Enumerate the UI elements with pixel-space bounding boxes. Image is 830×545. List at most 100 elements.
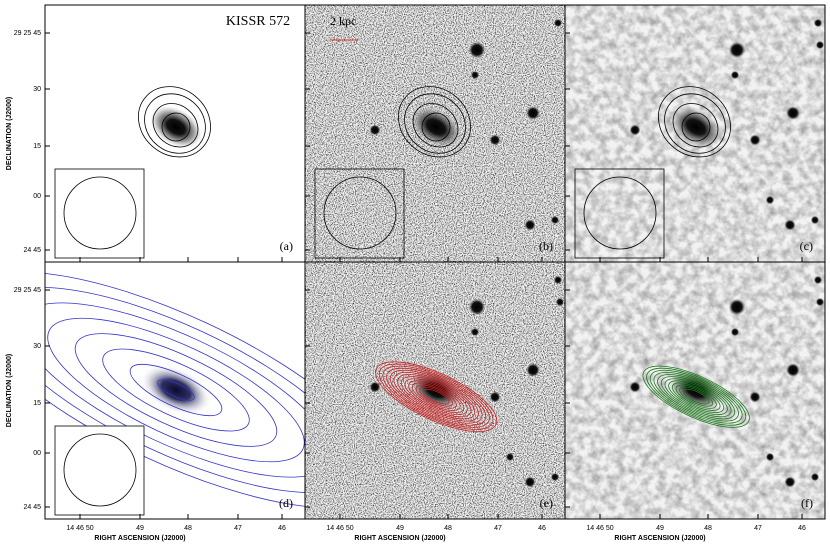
star	[810, 472, 820, 482]
beam-box	[314, 168, 405, 259]
beam-box	[574, 168, 665, 259]
contour	[404, 93, 466, 154]
contour	[422, 388, 450, 405]
star	[526, 106, 540, 120]
star	[786, 363, 800, 377]
star	[489, 391, 501, 403]
galaxy	[670, 106, 722, 148]
x-axis-label: RIGHT ASCENSION (J2000)	[354, 535, 445, 542]
contour	[664, 93, 726, 154]
contour	[129, 363, 223, 417]
x-tick-label: 48	[444, 525, 452, 532]
panel-frame	[564, 261, 826, 520]
contour	[679, 386, 714, 407]
panel-image	[45, 262, 305, 519]
star	[728, 41, 746, 59]
star	[524, 476, 536, 488]
star	[553, 275, 563, 285]
y-tick-label: 29 25 45	[14, 287, 41, 294]
contour	[660, 376, 732, 418]
contour	[400, 376, 472, 418]
contour	[682, 388, 710, 405]
x-tick-label: 48	[704, 525, 712, 532]
y-axis-label: DECLINATION (J2000)	[6, 354, 13, 427]
contour	[668, 380, 725, 413]
contour	[378, 363, 494, 430]
contour	[664, 378, 728, 416]
contour	[161, 112, 191, 142]
galaxy	[140, 364, 212, 416]
y-tick-label: 30	[33, 343, 41, 350]
x-tick-label: 14 46 50	[586, 525, 613, 532]
star	[553, 18, 563, 28]
star	[813, 275, 823, 285]
star	[524, 219, 536, 231]
beam	[323, 176, 397, 250]
star	[468, 41, 486, 59]
x-axis-label: RIGHT ASCENSION (J2000)	[94, 535, 185, 542]
x-tick-label: 14 46 50	[66, 525, 93, 532]
contour	[404, 378, 468, 416]
x-axis-label: RIGHT ASCENSION (J2000)	[614, 535, 705, 542]
x-tick-label: 48	[184, 525, 192, 532]
star	[369, 124, 381, 136]
panel-label: (b)	[539, 239, 553, 253]
star	[550, 215, 560, 225]
star	[629, 381, 641, 393]
contour	[646, 367, 747, 426]
contour	[386, 367, 487, 426]
panel-label: (e)	[540, 496, 553, 510]
panel-label: (a)	[280, 239, 293, 253]
star	[765, 452, 775, 462]
star	[555, 297, 565, 307]
beam	[63, 433, 137, 507]
panel-image	[305, 262, 565, 519]
beam	[63, 176, 137, 250]
star	[784, 476, 796, 488]
panel: (b)	[304, 4, 566, 263]
panel-label: (f)	[801, 496, 813, 510]
x-tick-label: 14 46 50	[326, 525, 353, 532]
contour	[412, 103, 459, 148]
contour	[415, 384, 457, 409]
star	[728, 298, 746, 316]
star	[813, 18, 823, 28]
contour	[45, 287, 305, 493]
panel-image	[565, 5, 825, 262]
contour	[382, 365, 490, 428]
contour	[642, 365, 750, 428]
x-tick-label: 46	[538, 525, 546, 532]
contour	[671, 382, 721, 411]
star	[505, 452, 515, 462]
contour	[398, 86, 471, 158]
contour	[421, 112, 451, 142]
y-tick-label: 24 45	[23, 247, 41, 254]
star	[815, 40, 825, 50]
scale-bar-label: 2 kpc	[330, 14, 356, 28]
contour	[411, 382, 461, 411]
y-tick-label: 24 45	[23, 504, 41, 511]
contour	[658, 86, 731, 158]
contour	[408, 380, 465, 413]
y-tick-label: 15	[33, 400, 41, 407]
contour	[393, 371, 479, 422]
x-tick-label: 49	[136, 525, 144, 532]
x-tick-label: 47	[494, 525, 502, 532]
star	[730, 327, 740, 337]
contour	[419, 386, 454, 407]
panel: (f)	[564, 261, 826, 520]
star	[749, 391, 761, 403]
contour	[45, 302, 305, 478]
contour	[144, 93, 206, 154]
star	[629, 124, 641, 136]
x-tick-label: 49	[656, 525, 664, 532]
y-tick-label: 29 25 45	[14, 30, 41, 37]
star	[810, 215, 820, 225]
contour	[157, 379, 195, 401]
panel: (d)	[44, 261, 306, 520]
panel-image	[305, 5, 565, 262]
x-tick-label: 46	[278, 525, 286, 532]
star	[749, 134, 761, 146]
x-tick-label: 47	[754, 525, 762, 532]
